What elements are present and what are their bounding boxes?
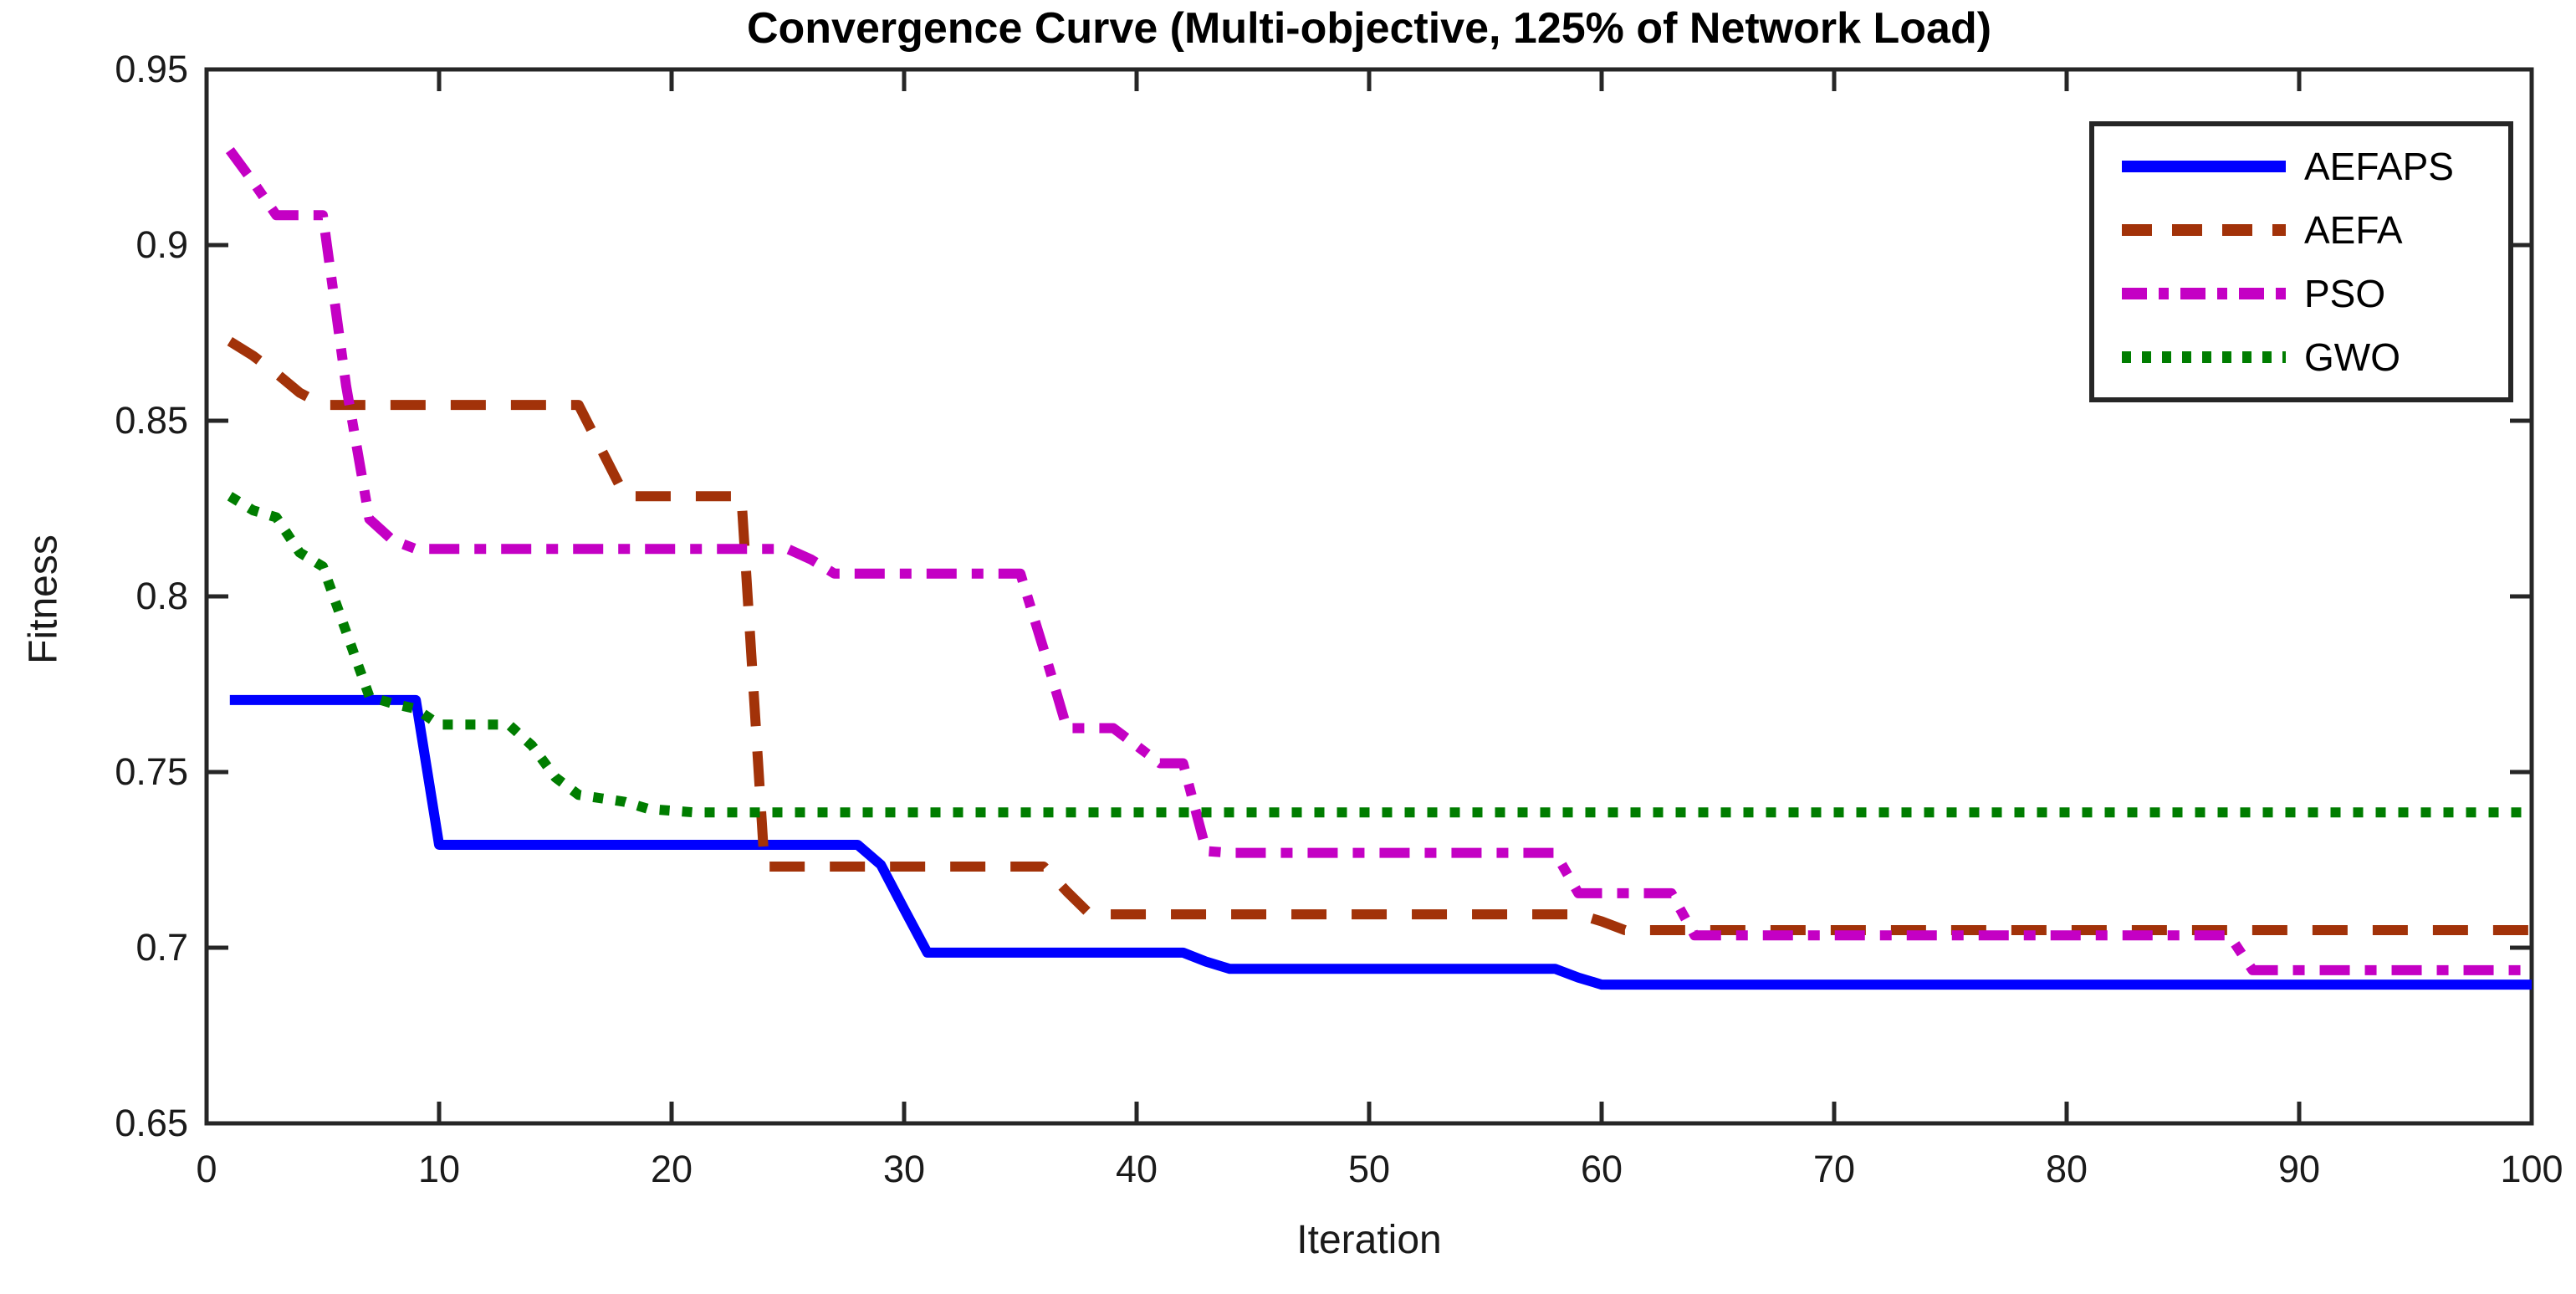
chart-title: Convergence Curve (Multi-objective, 125%… xyxy=(746,4,1992,53)
legend-label-gwo: GWO xyxy=(2304,335,2400,379)
series-line-aefaps xyxy=(229,694,2532,990)
aefa-line-swatch xyxy=(2122,223,2286,237)
y-tick-label: 0.85 xyxy=(115,399,188,442)
x-tick-label: 100 xyxy=(2500,1148,2563,1190)
legend-item-gwo: GWO xyxy=(2094,328,2508,386)
series-line-aefa xyxy=(227,336,2532,935)
y-tick-label: 0.75 xyxy=(115,750,188,793)
y-tick-label: 0.65 xyxy=(115,1102,188,1144)
y-tick-label: 0.9 xyxy=(135,223,188,266)
x-tick-label: 30 xyxy=(882,1148,926,1190)
y-tick-label: 0.8 xyxy=(135,575,188,617)
legend-item-pso: PSO xyxy=(2094,264,2508,323)
series-line-gwo xyxy=(227,492,2532,818)
gwo-line-swatch xyxy=(2122,350,2286,364)
legend-box: AEFAPS AEFA PSO GWO xyxy=(2089,121,2513,402)
legend-item-aefaps: AEFAPS xyxy=(2094,137,2508,196)
x-tick-label: 90 xyxy=(2277,1148,2321,1190)
x-tick-label: 60 xyxy=(1580,1148,1623,1190)
x-tick-label: 10 xyxy=(417,1148,461,1190)
x-tick-label: 50 xyxy=(1347,1148,1391,1190)
legend-label-pso: PSO xyxy=(2304,272,2386,315)
series-line-pso xyxy=(225,147,2532,975)
legend-label-aefa: AEFA xyxy=(2304,208,2403,252)
x-tick-label: 20 xyxy=(650,1148,693,1190)
x-tick-label: 70 xyxy=(1812,1148,1856,1190)
y-tick-label: 0.95 xyxy=(115,48,188,90)
legend-label-aefaps: AEFAPS xyxy=(2304,145,2454,188)
legend-item-aefa: AEFA xyxy=(2094,201,2508,259)
aefaps-line-swatch xyxy=(2122,160,2286,173)
x-tick-label: 40 xyxy=(1115,1148,1158,1190)
x-axis-label: Iteration xyxy=(1296,1218,1442,1262)
x-tick-label: 0 xyxy=(196,1148,217,1190)
y-tick-label: 0.7 xyxy=(135,926,188,969)
x-tick-label: 80 xyxy=(2045,1148,2088,1190)
pso-line-swatch xyxy=(2122,287,2286,300)
